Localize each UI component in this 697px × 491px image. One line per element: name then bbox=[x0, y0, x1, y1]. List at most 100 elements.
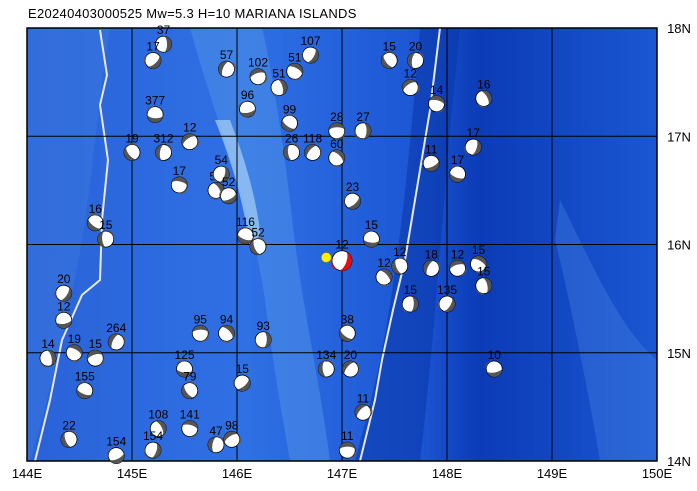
event-depth-label: 12 bbox=[183, 121, 197, 135]
event-beachball bbox=[181, 133, 200, 151]
event-beachball bbox=[254, 331, 272, 349]
lat-tick-label: 14N bbox=[667, 454, 691, 469]
event-beachball bbox=[449, 259, 467, 277]
event-depth-label: 12 bbox=[57, 299, 71, 313]
event-depth-label: 312 bbox=[153, 131, 173, 145]
event-depth-label: 20 bbox=[409, 39, 423, 53]
event-beachball bbox=[170, 176, 188, 194]
event-beachball bbox=[155, 35, 172, 53]
event-depth-label: 57 bbox=[220, 48, 234, 62]
event-beachball bbox=[304, 144, 322, 161]
event-beachball bbox=[60, 430, 78, 448]
event-depth-label: 15 bbox=[477, 265, 491, 279]
event-depth-label: 19 bbox=[125, 131, 139, 145]
lon-tick-label: 145E bbox=[117, 466, 148, 481]
event-depth-label: 116 bbox=[236, 215, 255, 229]
event-depth-label: 18 bbox=[425, 247, 439, 261]
event-depth-label: 155 bbox=[75, 370, 95, 384]
event-depth-label: 15 bbox=[472, 243, 486, 257]
event-depth-label: 377 bbox=[145, 94, 165, 108]
event-depth-label: 17 bbox=[146, 39, 160, 53]
event-beachball bbox=[236, 226, 254, 245]
lon-tick-label: 149E bbox=[537, 466, 568, 481]
event-depth-label: 17 bbox=[173, 164, 187, 178]
event-beachball bbox=[149, 420, 167, 438]
event-beachball bbox=[107, 333, 126, 351]
event-beachball bbox=[375, 268, 393, 287]
event-beachball bbox=[54, 284, 73, 302]
lon-tick-label: 148E bbox=[432, 466, 463, 481]
event-depth-label: 98 bbox=[225, 418, 239, 432]
event-beachball bbox=[328, 149, 346, 168]
event-depth-label: 15 bbox=[236, 362, 250, 376]
event-beachball bbox=[470, 255, 487, 274]
lon-tick-label: 146E bbox=[222, 466, 253, 481]
event-depth-label: 15 bbox=[89, 337, 103, 351]
event-depth-label: 11 bbox=[341, 429, 354, 443]
event-depth-label: 10 bbox=[488, 348, 502, 362]
event-depth-label: 52 bbox=[222, 175, 236, 189]
event-beachball bbox=[123, 143, 141, 161]
event-beachball bbox=[146, 106, 164, 123]
event-depth-label: 12 bbox=[377, 256, 391, 270]
event-depth-label: 15 bbox=[383, 39, 397, 53]
event-depth-label: 11 bbox=[425, 142, 438, 156]
event-depth-label: 47 bbox=[209, 424, 223, 438]
event-beachball bbox=[362, 230, 380, 248]
event-depth-label: 11 bbox=[357, 391, 370, 405]
event-beachball bbox=[223, 430, 242, 448]
lat-tick-label: 17N bbox=[667, 129, 691, 144]
event-depth-label: 141 bbox=[180, 408, 200, 422]
event-beachball bbox=[232, 374, 251, 392]
event-depth-label: 95 bbox=[194, 312, 208, 326]
event-depth-label: 37 bbox=[157, 23, 171, 37]
event-beachball bbox=[249, 237, 267, 256]
event-depth-label: 15 bbox=[99, 218, 113, 232]
event-beachball bbox=[338, 323, 356, 342]
event-depth-label: 154 bbox=[106, 435, 126, 449]
event-beachball bbox=[249, 68, 268, 86]
lon-tick-label: 144E bbox=[12, 466, 43, 481]
event-beachball bbox=[281, 113, 298, 132]
event-beachball bbox=[181, 420, 199, 438]
event-depth-label: 51 bbox=[272, 67, 286, 81]
event-depth-label: 16 bbox=[89, 202, 103, 216]
event-beachball bbox=[475, 277, 493, 295]
event-depth-label: 99 bbox=[283, 102, 297, 116]
event-beachball bbox=[55, 311, 73, 329]
event-beachball bbox=[401, 295, 419, 313]
event-depth-label: 23 bbox=[346, 180, 360, 194]
event-depth-label: 96 bbox=[241, 88, 255, 102]
event-beachball bbox=[354, 122, 372, 140]
event-beachball bbox=[219, 187, 238, 205]
event-depth-label: 22 bbox=[62, 418, 76, 432]
event-depth-label: 14 bbox=[41, 337, 55, 351]
event-beachball bbox=[106, 447, 125, 464]
event-depth-label: 264 bbox=[106, 321, 126, 335]
lat-tick-label: 16N bbox=[667, 238, 691, 253]
target-event-beachball bbox=[330, 250, 353, 272]
event-beachball bbox=[328, 122, 346, 140]
lon-tick-label: 147E bbox=[327, 466, 358, 481]
event-depth-label: 20 bbox=[344, 348, 358, 362]
event-depth-label: 51 bbox=[288, 50, 302, 64]
event-beachball bbox=[97, 230, 115, 248]
event-beachball bbox=[343, 192, 361, 210]
event-depth-label: 15 bbox=[365, 218, 379, 232]
event-beachball bbox=[380, 51, 398, 69]
event-beachball bbox=[464, 138, 482, 156]
event-depth-label: 12 bbox=[404, 67, 418, 81]
event-beachball bbox=[155, 144, 172, 161]
event-beachball bbox=[475, 89, 493, 108]
event-beachball bbox=[144, 441, 162, 459]
event-beachball bbox=[421, 154, 440, 172]
volcano-marker bbox=[321, 252, 332, 263]
event-beachball bbox=[218, 60, 236, 78]
event-beachball bbox=[428, 95, 445, 113]
event-beachball bbox=[422, 259, 441, 277]
event-beachball bbox=[317, 360, 335, 378]
event-beachball bbox=[181, 381, 199, 400]
event-depth-label: 12 bbox=[451, 247, 465, 261]
